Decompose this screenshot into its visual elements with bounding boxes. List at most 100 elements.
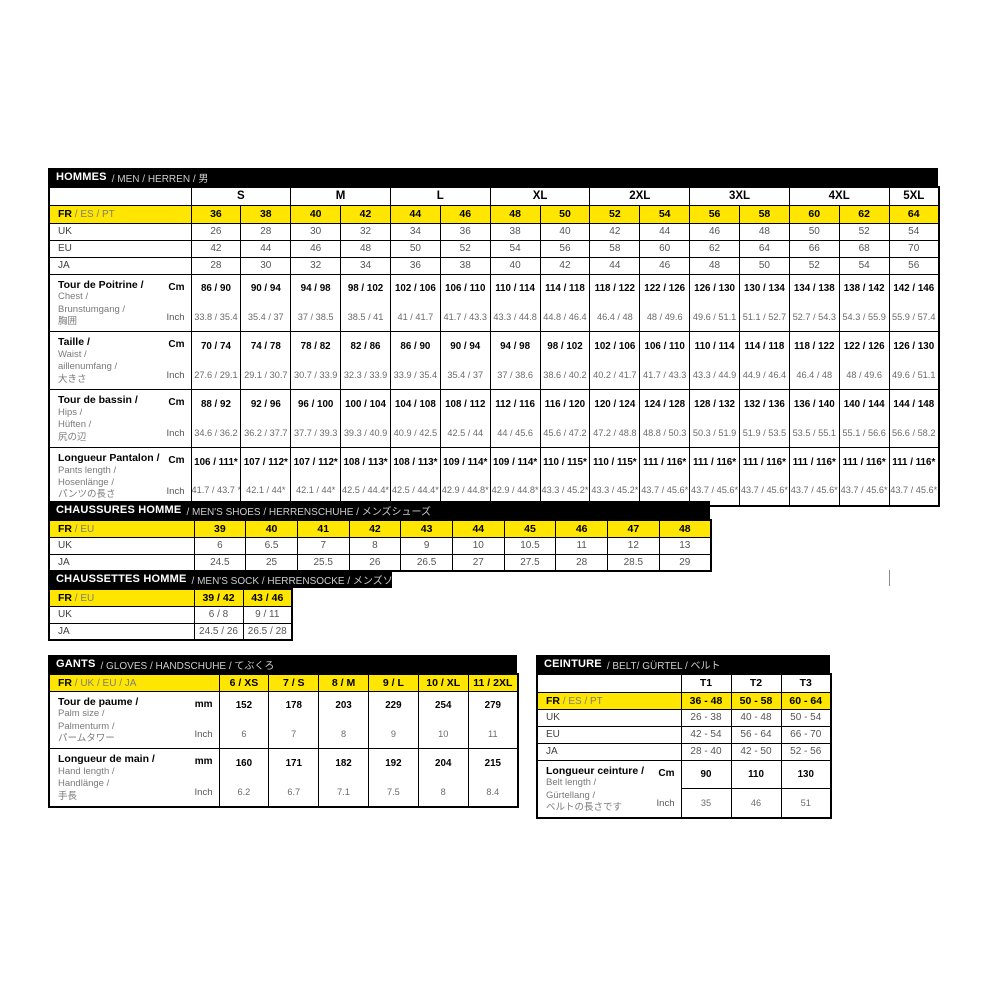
- measurement-value-metric: 110 / 114: [689, 331, 740, 361]
- region-code-row-label: FR / ES / PT: [48, 204, 192, 224]
- measurement-value-metric: 108 / 112: [439, 389, 491, 419]
- size-value-cell: 50: [389, 239, 441, 258]
- measurement-value-inch: 42.5 / 44: [439, 418, 491, 448]
- size-value-cell: 40: [539, 222, 591, 241]
- measurement-value-metric: 138 / 142: [838, 273, 890, 303]
- unit-label-inch: Inch: [194, 729, 213, 741]
- men-shoes-table: FR / EU 39 40 41 42 43 44 45 46 47 48 UK 6 6.5 7 8 9 10 10…: [48, 519, 712, 572]
- measurement-value-inch: 43.7 / 45.6*: [838, 476, 890, 507]
- size-value-cell: 42 - 54: [680, 725, 732, 744]
- measurement-value-inch: 41 / 41.7: [389, 302, 441, 333]
- region-code-row-label: FR / UK / EU / JA: [48, 673, 220, 692]
- size-value-cell: 26.5 / 28: [242, 622, 293, 641]
- measurement-value-metric: 82 / 86: [340, 331, 391, 361]
- size-value-cell: 26: [190, 222, 242, 241]
- size-value-cell: 30: [290, 222, 342, 241]
- size-value-cell: 7 / S: [268, 673, 320, 692]
- measurement-value-inch: 8.4: [467, 777, 519, 808]
- belt-table: T1 T2 T3 FR / ES / PT 36 - 48 50 - 58 60 - 64 U…: [536, 673, 832, 820]
- size-value-cell: 44: [240, 239, 292, 258]
- size-group-header: XL: [489, 186, 591, 206]
- size-value-cell: 28.5: [607, 553, 660, 572]
- size-value-cell: 56: [689, 204, 740, 224]
- measurement-value-metric: 142 / 146: [888, 273, 940, 303]
- measurement-value-metric: 171: [268, 748, 320, 778]
- measurement-value-metric: 94 / 98: [290, 273, 342, 303]
- size-value-cell: 66 - 70: [780, 725, 832, 744]
- measurement-value-inch: 55.1 / 56.6: [838, 418, 890, 448]
- size-value-cell: 34: [340, 256, 391, 275]
- size-group-header: L: [389, 186, 491, 206]
- size-value-cell: 52: [838, 222, 890, 241]
- measurement-value-metric: 107 / 112*: [240, 446, 292, 477]
- measurement-value-metric: 96 / 100: [290, 389, 342, 419]
- belt-size-header: T1: [680, 673, 732, 693]
- belt-section-header-bar: CEINTURE / BELT/ GÜRTEL / ベルト: [536, 655, 830, 673]
- measurement-value-inch: 44 / 45.6: [489, 418, 541, 448]
- measurement-value-metric: 74 / 78: [240, 331, 292, 361]
- scan-artifact-line: [889, 570, 890, 586]
- measurement-value-metric: 124 / 128: [639, 389, 691, 419]
- size-value-cell: 45: [503, 519, 557, 538]
- region-row-label: EU: [48, 239, 192, 258]
- measurement-value-metric: 102 / 106: [589, 331, 641, 361]
- measurement-value-inch: 29.1 / 30.7: [240, 360, 292, 391]
- measurement-value-metric: 126 / 130: [689, 273, 740, 303]
- region-row-label: JA: [48, 553, 195, 572]
- measurement-value-metric: 118 / 122: [788, 331, 840, 361]
- size-value-cell: 38: [240, 204, 292, 224]
- belt-size-header: T3: [780, 673, 832, 693]
- measurement-value-metric: 90 / 94: [240, 273, 292, 303]
- measurement-value-metric: 144 / 148: [888, 389, 940, 419]
- unit-label-inch: Inch: [166, 312, 185, 324]
- measurement-value-inch: 43.3 / 44.8: [489, 302, 541, 333]
- measurement-value-metric: 111 / 116*: [738, 446, 790, 477]
- belt-section: CEINTURE / BELT/ GÜRTEL / ベルト T1 T2 T3 FR /…: [536, 655, 832, 820]
- size-value-cell: 39: [193, 519, 247, 538]
- measurement-value-metric: 120 / 124: [589, 389, 641, 419]
- measurement-value-inch: 43.7 / 45.6*: [888, 476, 940, 507]
- measurement-value-inch: 7.1: [318, 777, 369, 808]
- size-value-cell: 42: [190, 239, 242, 258]
- section-title: HOMMES: [56, 171, 107, 183]
- measurement-value-metric: 88 / 92: [190, 389, 242, 419]
- unit-label-inch: Inch: [194, 787, 213, 799]
- measurement-value-metric: 110: [730, 759, 782, 789]
- size-value-cell: 26.5: [400, 553, 453, 572]
- measurement-value-inch: 33.8 / 35.4: [190, 302, 242, 333]
- region-row-label: JA: [536, 742, 682, 761]
- measurement-value-inch: 48.8 / 50.3: [639, 418, 691, 448]
- size-value-cell: 28: [240, 222, 292, 241]
- measurement-value-inch: 54.3 / 55.9: [838, 302, 890, 333]
- unit-label-inch: Inch: [166, 370, 185, 382]
- section-title-translations: / GLOVES / HANDSCHUHE / てぶくろ: [100, 660, 275, 672]
- measurement-value-inch: 30.7 / 33.9: [290, 360, 342, 391]
- measurement-value-metric: 111 / 116*: [888, 446, 940, 477]
- size-value-cell: 58: [738, 204, 790, 224]
- measurement-value-metric: 152: [218, 690, 270, 720]
- measurement-value-metric: 160: [218, 748, 270, 778]
- unit-label-inch: Inch: [166, 485, 185, 497]
- measurement-value-inch: 43.7 / 45.6*: [738, 476, 790, 507]
- size-value-cell: 60 - 64: [780, 691, 832, 710]
- men-shoes-section: CHAUSSURES HOMME / MEN'S SHOES / HERRENS…: [48, 501, 712, 572]
- size-value-cell: 56: [888, 256, 940, 275]
- size-value-cell: 25: [245, 553, 298, 572]
- measurement-value-metric: 92 / 96: [240, 389, 292, 419]
- region-row-label: JA: [48, 256, 192, 275]
- size-value-cell: 43 / 46: [242, 588, 293, 607]
- size-value-cell: 12: [607, 536, 660, 555]
- measurement-value-metric: 126 / 130: [888, 331, 940, 361]
- size-group-header: 4XL: [788, 186, 890, 206]
- size-value-cell: 48: [340, 239, 391, 258]
- measurement-value-metric: 109 / 114*: [439, 446, 491, 477]
- size-value-cell: 52 - 56: [780, 742, 832, 761]
- measurement-value-inch: 37 / 38.6: [489, 360, 541, 391]
- measurement-value-inch: 10: [417, 719, 469, 750]
- size-value-cell: 24.5: [193, 553, 247, 572]
- size-value-cell: 50: [788, 222, 840, 241]
- size-value-cell: 50 - 58: [730, 691, 782, 710]
- measurement-value-metric: 178: [268, 690, 320, 720]
- size-value-cell: 40 - 48: [730, 708, 782, 727]
